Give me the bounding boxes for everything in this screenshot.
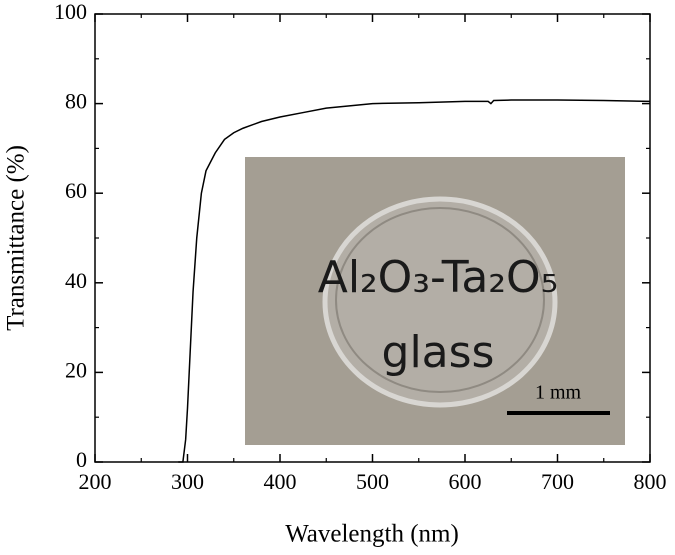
y-tick-label: 80 [65,89,87,114]
x-axis-label: Wavelength (nm) [285,521,459,548]
x-tick-label: 300 [171,469,204,494]
glass-disk [322,196,558,408]
y-tick-label: 40 [65,268,87,293]
y-tick-label: 60 [65,178,87,203]
y-tick-label: 20 [65,357,87,382]
scale-bar-label: 1 mm [535,382,582,404]
y-tick-label: 100 [54,0,87,24]
y-axis-label: Transmittance (%) [3,145,30,331]
inset-photo: Al₂O₃-Ta₂O₅ glass 1 mm [245,157,625,445]
transmittance-line [178,99,651,463]
x-tick-label: 200 [79,469,112,494]
glass-disk-edge [335,207,545,393]
sample-label: Al₂O₃-Ta₂O₅ [318,252,559,303]
x-tick-label: 700 [541,469,574,494]
x-tick-label: 400 [264,469,297,494]
x-tick-label: 800 [634,469,667,494]
x-tick-label: 500 [356,469,389,494]
sample-label: glass [382,327,495,378]
y-tick-label: 0 [76,447,87,472]
x-tick-label: 600 [449,469,482,494]
